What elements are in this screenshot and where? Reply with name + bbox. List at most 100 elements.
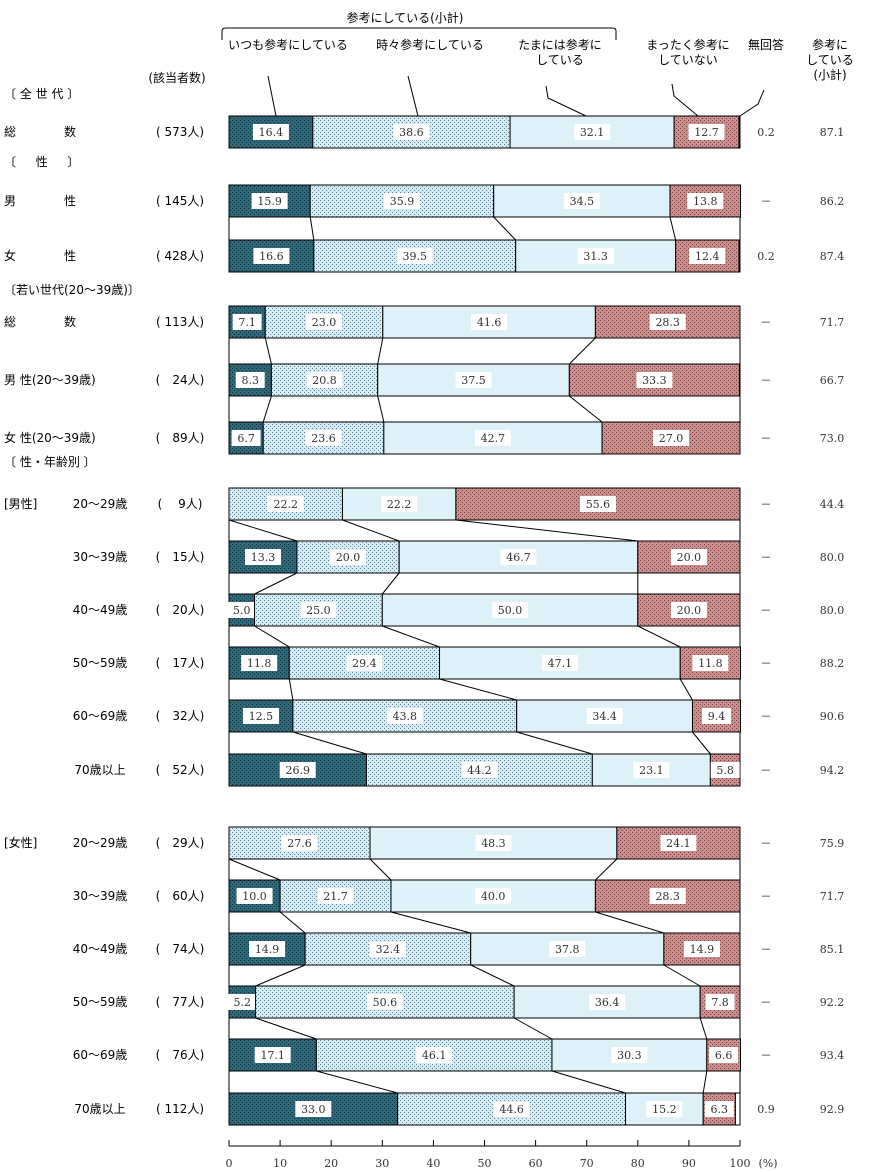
subtotal-value: 87.1: [820, 126, 845, 139]
legend-label: いつも参考にしている: [228, 37, 348, 52]
data-label-bg: [689, 248, 726, 264]
data-label: 42.7: [481, 432, 506, 445]
data-label-bg: [455, 372, 492, 388]
subtotal-value: 92.9: [820, 1103, 845, 1116]
subtotal-value: 80.0: [820, 551, 845, 564]
row-label: 男 性: [4, 194, 76, 208]
no-answer-value: －: [761, 710, 772, 723]
legend-item-5: 無回答: [739, 37, 784, 117]
subtotal-brace: [221, 27, 617, 40]
section-1: 〔 全 世 代 〕総 数 ( 573人) 16.4 38.6 32.1 12.7 0.2 87…: [4, 86, 845, 149]
data-label-bg: [541, 655, 578, 671]
segment-never: [455, 487, 741, 521]
data-label-bg: [227, 602, 257, 618]
connector-line: [264, 337, 272, 365]
x-tick-label: 100: [730, 1157, 751, 1170]
subtotal-value: 86.2: [820, 195, 845, 208]
data-label: 29.4: [352, 657, 377, 670]
bar-row: 60～69歳 ( 32人) 12.5 43.8 34.4 9.4 － 90.6: [73, 678, 844, 733]
data-label: 11.8: [698, 657, 723, 670]
data-label-bg: [396, 248, 433, 264]
data-label: 22.2: [387, 498, 412, 511]
section-5: [女性] 20～29歳 ( 29人) 27.6 48.3 24.1 － 75.9 30～39歳 (…: [4, 826, 845, 1126]
data-label-bg: [251, 193, 288, 209]
data-label-bg: [653, 430, 690, 446]
data-label-bg: [242, 708, 279, 724]
connector-line: [377, 337, 384, 365]
legend-leader-line: [407, 75, 419, 117]
data-label-bg: [232, 314, 262, 330]
row-count: ( 573人): [156, 125, 204, 139]
data-label: 39.5: [402, 250, 427, 263]
data-label-bg: [416, 1047, 453, 1063]
row-count: ( 24人): [156, 373, 205, 387]
data-label: 20.0: [677, 604, 702, 617]
connector-frame: [228, 395, 741, 423]
no-answer-value: －: [761, 374, 772, 387]
bar-row: 30～39歳 ( 60人) 10.0 21.7 40.0 28.3 － 71.7: [73, 858, 844, 913]
connector-line: [439, 678, 517, 701]
data-label: 6.6: [715, 1049, 733, 1062]
bar-row: [男性] 20～29歳 ( 9人) 22.2 22.2 55.6 － 44.4: [4, 487, 844, 521]
data-label-bg: [369, 941, 406, 957]
section-label: 〔若い世代(20～39歳)〕: [4, 283, 140, 297]
connector-lines: [228, 678, 741, 701]
connector-line: [342, 519, 400, 542]
data-label-bg: [660, 835, 697, 851]
connector-line: [551, 1070, 626, 1094]
legend-label: していない: [658, 53, 718, 67]
connector-line: [669, 216, 677, 241]
row-count: ( 60人): [156, 889, 205, 903]
data-label: 21.7: [323, 890, 348, 903]
data-label-bg: [253, 248, 290, 264]
bar-row: 30～39歳 ( 15人) 13.3 20.0 46.7 20.0 － 80.0: [73, 519, 845, 574]
row-label: 70歳以上: [74, 1102, 125, 1116]
data-label: 46.7: [506, 551, 531, 564]
connector-frame: [228, 572, 741, 595]
row-label: 30～39歳: [73, 889, 128, 903]
row-count: ( 29人): [156, 836, 205, 850]
connector-line: [663, 964, 701, 987]
legend-leader-line: [739, 89, 765, 117]
x-tick-label: 60: [529, 1157, 543, 1170]
connector-lines: [228, 858, 741, 881]
data-label-bg: [252, 124, 289, 140]
data-label-bg: [383, 193, 420, 209]
data-label: 6.7: [237, 432, 255, 445]
bar-row: 70歳以上 ( 52人) 26.9 44.2 23.1 5.8 － 94.2: [74, 731, 844, 787]
connector-line: [390, 911, 471, 934]
connector-frame: [228, 678, 741, 701]
data-label-bg: [589, 994, 626, 1010]
no-answer-value: －: [761, 316, 772, 329]
subtotal-header-line: 参考に: [812, 37, 848, 52]
connector-frame: [228, 858, 741, 881]
data-label-bg: [475, 835, 512, 851]
data-label-bg: [549, 941, 586, 957]
data-label: 5.2: [234, 996, 252, 1009]
connector-line: [381, 572, 400, 595]
connector-line: [228, 858, 281, 881]
connector-line: [262, 395, 272, 423]
data-label: 5.8: [716, 764, 734, 777]
data-label: 50.0: [498, 604, 523, 617]
data-label-bg: [236, 888, 273, 904]
row-count: ( 113人): [156, 315, 204, 329]
no-answer-value: －: [761, 604, 772, 617]
legend: いつも参考にしている 時々参考にしている たまには参考にしているまったく参考にしてい…: [228, 37, 784, 117]
data-label: 37.5: [461, 374, 486, 387]
data-label-bg: [346, 655, 383, 671]
data-label: 23.1: [639, 764, 664, 777]
x-tick-label: 10: [273, 1157, 287, 1170]
legend-leader-line: [545, 85, 587, 117]
legend-label: 無回答: [748, 37, 784, 52]
connector-lines: [228, 216, 741, 241]
row-label: 40～49歳: [73, 942, 128, 956]
x-tick-label: 30: [375, 1157, 389, 1170]
data-label: 6.3: [711, 1103, 729, 1116]
connector-lines: [228, 519, 741, 542]
no-answer-value: －: [761, 498, 772, 511]
data-label-bg: [330, 549, 367, 565]
data-label: 27.0: [659, 432, 684, 445]
connector-line: [595, 911, 665, 934]
no-answer-value: －: [761, 996, 772, 1009]
